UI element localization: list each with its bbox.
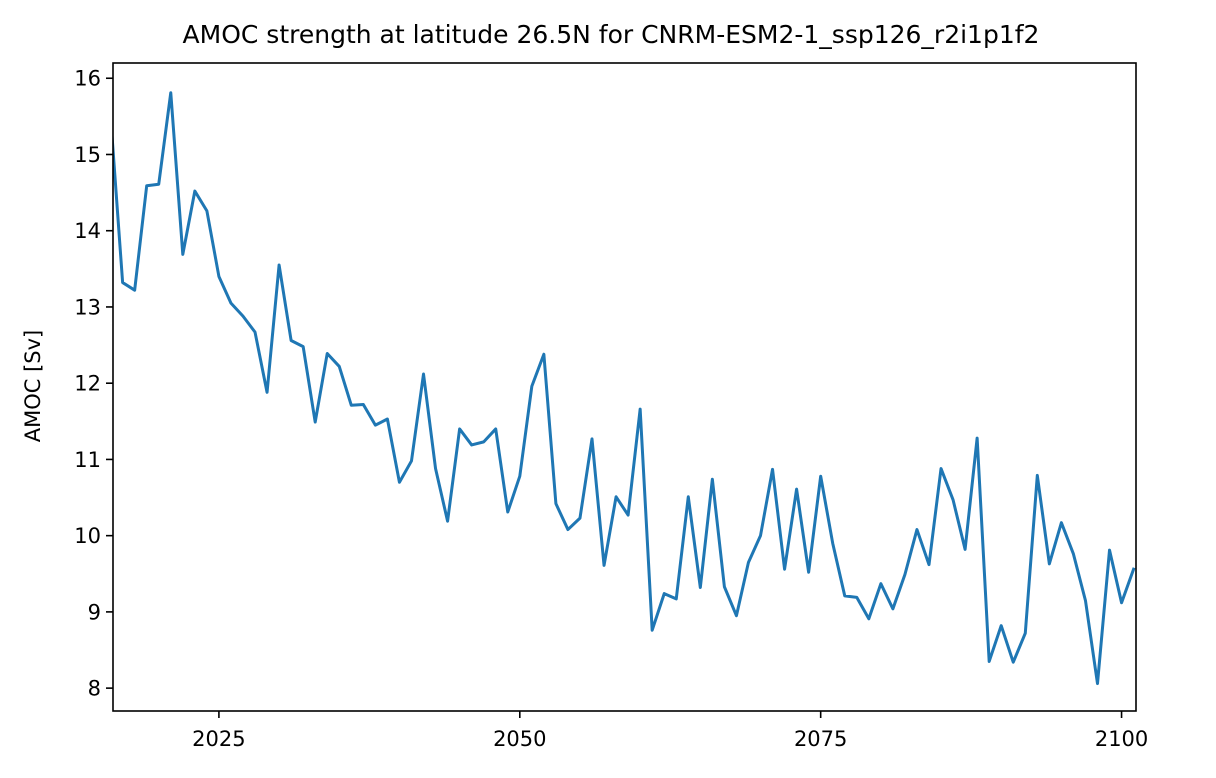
chart-title: AMOC strength at latitude 26.5N for CNRM… — [183, 20, 1040, 49]
y-tick-label: 9 — [88, 600, 101, 624]
plot-area: 2025 2050 2075 2100 8 9 10 11 12 13 14 15 16 — [74, 62, 1148, 751]
y-tick-label: 16 — [74, 67, 101, 91]
x-tick-label: 2075 — [794, 727, 847, 751]
x-tick-label: 2025 — [192, 727, 245, 751]
x-tick-label: 2100 — [1095, 727, 1148, 751]
y-tick-label: 15 — [74, 143, 101, 167]
y-tick-label: 13 — [74, 295, 101, 319]
y-axis-label: AMOC [Sv] — [21, 330, 45, 443]
y-tick-label: 11 — [74, 448, 101, 472]
axes-frame — [112, 62, 1137, 712]
y-tick-label: 10 — [74, 524, 101, 548]
y-tick-label: 14 — [74, 219, 101, 243]
x-tick-label: 2050 — [493, 727, 546, 751]
y-tick-label: 8 — [88, 677, 101, 701]
series-line-0 — [113, 91, 1136, 686]
y-tick-label: 12 — [74, 372, 101, 396]
